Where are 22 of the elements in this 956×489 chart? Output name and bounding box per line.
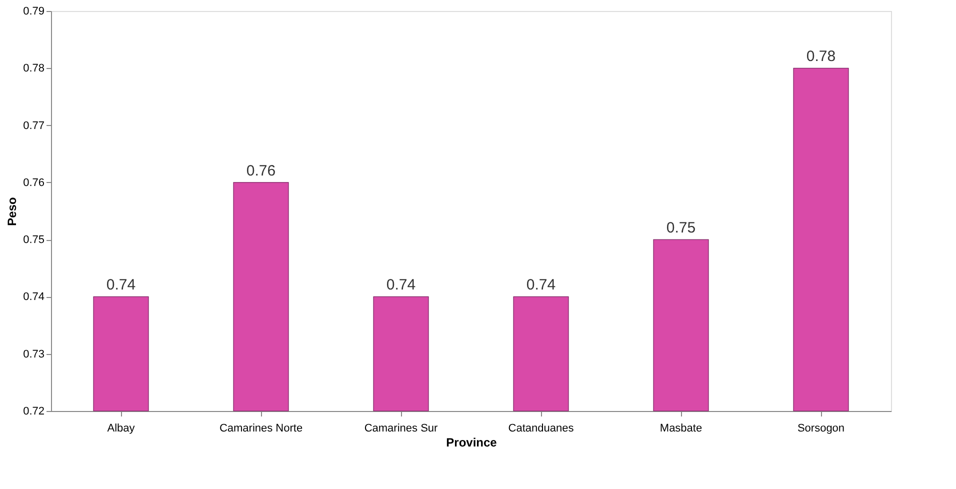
x-tick-label: Camarines Norte (219, 422, 303, 434)
x-tick-label: Sorsogon (797, 422, 845, 434)
x-axis-title: Province (446, 436, 498, 450)
x-tick-label: Masbate (660, 422, 702, 434)
y-tick-label: 0.73 (23, 348, 44, 360)
y-tick-label: 0.72 (23, 406, 44, 418)
x-tick-label: Camarines Sur (364, 422, 438, 434)
data-label: 0.74 (526, 276, 556, 294)
y-tick-label: 0.79 (23, 6, 44, 18)
data-label: 0.76 (246, 162, 276, 180)
y-tick-label: 0.77 (23, 120, 44, 132)
x-tick-label: Catanduanes (508, 422, 574, 434)
data-label: 0.74 (106, 276, 136, 294)
data-label: 0.75 (666, 220, 696, 237)
y-axis-title: Peso (5, 197, 20, 226)
y-tick-label: 0.75 (23, 234, 44, 246)
y-tick-label: 0.78 (23, 62, 44, 75)
y-tick-label: 0.74 (23, 291, 44, 304)
x-tick-label: Albay (107, 422, 136, 434)
data-label: 0.78 (806, 48, 836, 66)
y-tick-label: 0.76 (23, 176, 44, 189)
data-label: 0.74 (386, 276, 416, 294)
